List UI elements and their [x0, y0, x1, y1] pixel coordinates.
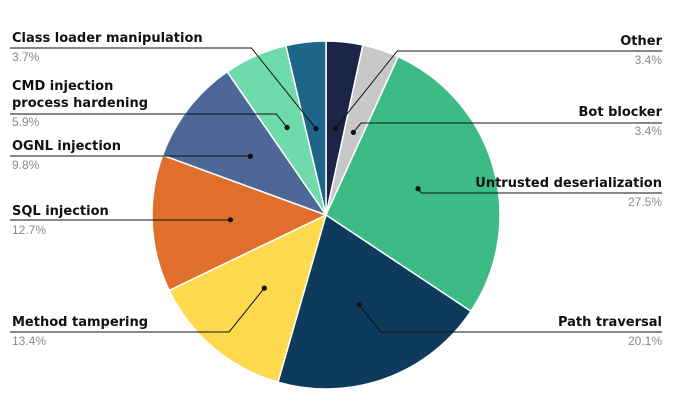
slice-value-untrusted-deserialization: 27.5% — [628, 195, 662, 209]
leader-dot-cmd-injection-process-hardening — [284, 124, 290, 131]
leader-dot-method-tampering — [261, 285, 267, 291]
slice-value-bot-blocker: 3.4% — [635, 124, 663, 138]
leader-line-method-tampering — [10, 287, 265, 333]
slice-label-bot-blocker: Bot blocker — [578, 105, 662, 120]
leader-line-cmd-injection-process-hardening — [10, 113, 288, 128]
leader-dot-ognl-injection — [247, 153, 253, 159]
leader-dot-path-traversal — [356, 302, 362, 308]
slice-labels: Other 3.4% Bot blocker 3.4% Untrusted deseri… — [12, 31, 663, 348]
pie-slices — [151, 40, 501, 390]
slice-label-method-tampering: Method tampering — [12, 315, 148, 330]
leader-dot-class-loader-manipulation — [313, 126, 319, 132]
slice-label-other: Other — [620, 34, 662, 49]
slice-label-ognl-injection: OGNL injection — [12, 139, 121, 154]
pie-slice-class-loader-manipulation — [284, 40, 327, 216]
leader-dot-sql-injection — [227, 217, 233, 223]
pie-slice-sql-injection — [151, 154, 328, 292]
slice-value-sql-injection: 12.7% — [12, 223, 46, 237]
slice-value-ognl-injection: 9.8% — [12, 158, 40, 172]
leader-line-bot-blocker — [353, 122, 662, 133]
pie-slice-method-tampering — [168, 213, 328, 384]
slice-label-cmd-injection-process-hardening: CMD injection process hardening — [12, 79, 148, 111]
leader-dot-bot-blocker — [350, 129, 356, 135]
slice-value-other: 3.4% — [635, 53, 663, 67]
slice-label-class-loader-manipulation: Class loader manipulation — [12, 31, 203, 46]
leader-line-path-traversal — [358, 304, 662, 333]
slice-value-method-tampering: 13.4% — [12, 334, 46, 348]
slice-label-untrusted-deserialization: Untrusted deserialization — [475, 176, 662, 191]
slice-value-path-traversal: 20.1% — [628, 334, 662, 348]
slice-value-cmd-injection-process-hardening: 5.9% — [12, 115, 40, 129]
leader-dot-other — [332, 125, 338, 132]
leader-lines — [10, 47, 662, 333]
pie-slice-path-traversal — [277, 213, 472, 390]
pie-slice-ognl-injection — [161, 70, 328, 217]
slice-label-sql-injection: SQL injection — [12, 204, 109, 219]
slice-label-path-traversal: Path traversal — [558, 315, 662, 330]
leader-line-class-loader-manipulation — [10, 47, 317, 129]
slice-value-class-loader-manipulation: 3.7% — [12, 50, 40, 64]
pie-slice-untrusted-deserialization — [325, 55, 501, 313]
leader-dot-untrusted-deserialization — [415, 186, 421, 192]
leader-line-other — [334, 50, 662, 129]
